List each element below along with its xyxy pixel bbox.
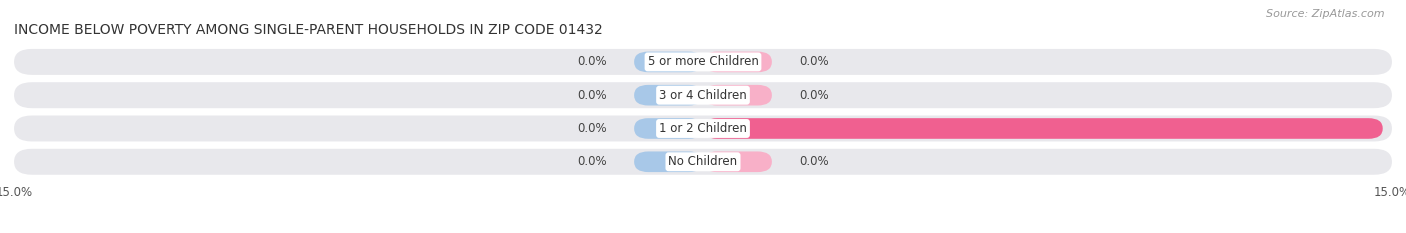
Text: 5 or more Children: 5 or more Children <box>648 55 758 69</box>
Text: 0.0%: 0.0% <box>576 55 606 69</box>
FancyBboxPatch shape <box>14 49 1392 75</box>
Legend: Single Father, Single Mother: Single Father, Single Mother <box>593 230 813 233</box>
FancyBboxPatch shape <box>634 51 703 72</box>
FancyBboxPatch shape <box>14 149 1392 175</box>
FancyBboxPatch shape <box>14 82 1392 108</box>
Text: 0.0%: 0.0% <box>576 155 606 168</box>
FancyBboxPatch shape <box>703 85 772 106</box>
FancyBboxPatch shape <box>634 151 703 172</box>
FancyBboxPatch shape <box>703 51 772 72</box>
Text: INCOME BELOW POVERTY AMONG SINGLE-PARENT HOUSEHOLDS IN ZIP CODE 01432: INCOME BELOW POVERTY AMONG SINGLE-PARENT… <box>14 23 603 37</box>
Text: 0.0%: 0.0% <box>800 155 830 168</box>
Text: 0.0%: 0.0% <box>576 89 606 102</box>
FancyBboxPatch shape <box>14 116 1392 141</box>
Text: 1 or 2 Children: 1 or 2 Children <box>659 122 747 135</box>
FancyBboxPatch shape <box>703 118 1382 139</box>
Text: No Children: No Children <box>668 155 738 168</box>
Text: 3 or 4 Children: 3 or 4 Children <box>659 89 747 102</box>
Text: 0.0%: 0.0% <box>800 55 830 69</box>
FancyBboxPatch shape <box>634 118 703 139</box>
Text: 0.0%: 0.0% <box>800 89 830 102</box>
Text: Source: ZipAtlas.com: Source: ZipAtlas.com <box>1267 9 1385 19</box>
FancyBboxPatch shape <box>703 151 772 172</box>
FancyBboxPatch shape <box>634 85 703 106</box>
Text: 0.0%: 0.0% <box>576 122 606 135</box>
